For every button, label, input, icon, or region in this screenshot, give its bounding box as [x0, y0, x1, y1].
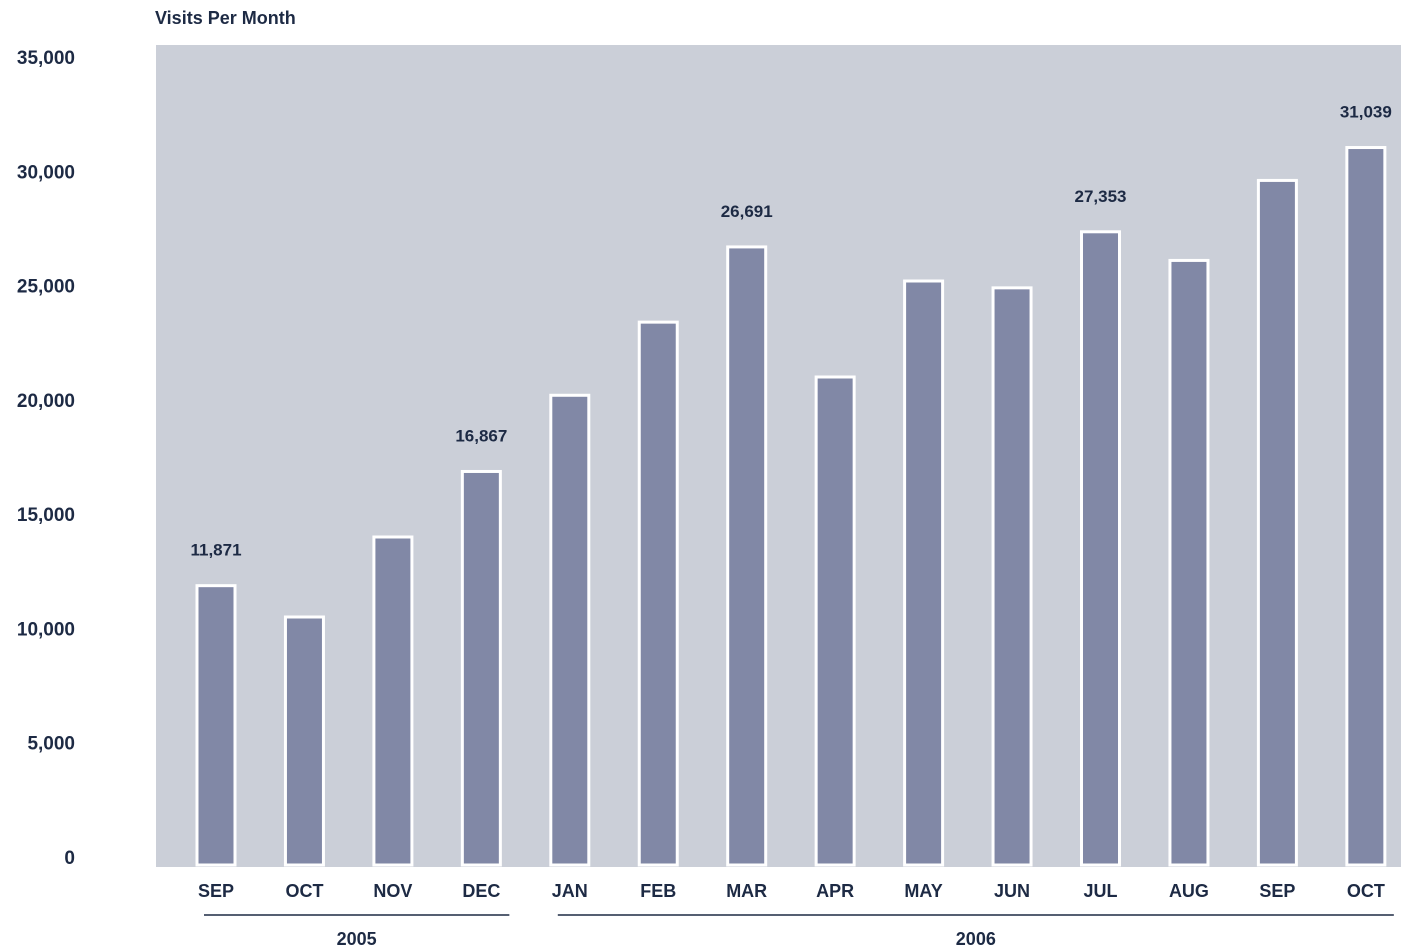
bar [814, 375, 856, 867]
y-axis: 0 5,000 10,000 15,000 20,000 25,000 30,000 35,0… [17, 48, 75, 869]
data-label: 11,871 [190, 541, 241, 560]
data-label: 16,867 [455, 426, 507, 445]
bar [460, 469, 502, 867]
y-tick-label: 30,000 [17, 162, 75, 183]
x-tick-label: APR [816, 881, 854, 901]
bar [1256, 178, 1298, 867]
data-label: 27,353 [1075, 187, 1127, 206]
x-tick-label: MAY [904, 881, 942, 901]
x-tick-label: OCT [285, 881, 323, 901]
bar [726, 245, 768, 867]
x-tick-label: JUN [994, 881, 1030, 901]
x-tick-label: JAN [552, 881, 588, 901]
x-tick-label: NOV [373, 881, 412, 901]
y-tick-label: 25,000 [17, 277, 75, 298]
chart-title: Visits Per Month [155, 8, 296, 28]
x-axis: SEP OCT NOV DEC JAN FEB MAR APR MAY JUN JUL AUG SEP O… [198, 881, 1385, 901]
x-tick-label: SEP [1259, 881, 1295, 901]
bar [1345, 146, 1387, 867]
data-label: 31,039 [1340, 103, 1392, 122]
year-group-label: 2006 [956, 929, 996, 949]
y-tick-label: 5,000 [27, 734, 75, 755]
plot-background [156, 45, 1401, 867]
data-label: 26,691 [721, 202, 773, 221]
bar [195, 584, 237, 867]
bar [991, 286, 1033, 867]
y-tick-label: 0 [64, 848, 75, 869]
bar [1168, 258, 1210, 867]
bar [549, 393, 591, 867]
bar [903, 279, 945, 867]
x-tick-label: JUL [1083, 881, 1117, 901]
x-tick-label: SEP [198, 881, 234, 901]
x-tick-label: DEC [462, 881, 500, 901]
year-groups: 2005 2006 [204, 914, 1394, 949]
year-group-label: 2005 [337, 929, 377, 949]
y-tick-label: 20,000 [17, 391, 75, 412]
bar [372, 535, 414, 867]
y-tick-label: 35,000 [17, 48, 75, 69]
x-tick-label: AUG [1169, 881, 1209, 901]
bar [1080, 230, 1121, 867]
bar [283, 615, 325, 867]
x-tick-label: OCT [1347, 881, 1385, 901]
y-tick-label: 15,000 [17, 505, 75, 526]
bar [637, 320, 679, 867]
x-tick-label: FEB [640, 881, 676, 901]
x-tick-label: MAR [726, 881, 767, 901]
bars: 11,871 16,867 26,691 27,353 31,039 [190, 103, 1392, 867]
y-tick-label: 10,000 [17, 619, 75, 640]
